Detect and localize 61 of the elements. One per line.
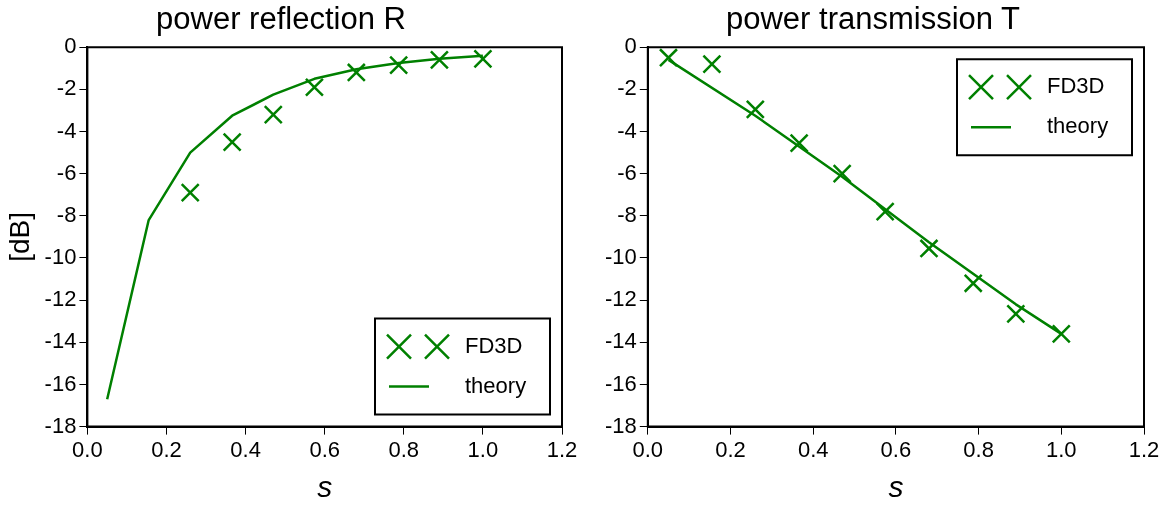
point: [963, 273, 983, 294]
x-tick-label: 0.0: [632, 436, 664, 462]
point: [919, 238, 939, 259]
point: [222, 132, 242, 152]
x-axis-title: s: [888, 470, 904, 504]
point: [745, 99, 766, 120]
y-axis-title: [dB]: [3, 211, 35, 262]
legend-label: theory: [465, 372, 527, 398]
x-tick-label: 0.6: [880, 436, 912, 462]
y-tick-label: -10: [605, 244, 637, 270]
legend-label: FD3D: [1047, 73, 1105, 99]
legend-label: theory: [1047, 113, 1109, 139]
point: [789, 133, 809, 153]
legend-label: FD3D: [465, 332, 523, 358]
point: [429, 50, 450, 70]
point: [180, 182, 200, 203]
y-tick-label: -12: [605, 286, 637, 312]
y-tick-label: -10: [44, 244, 77, 270]
x-tick-label: 1.0: [467, 436, 499, 462]
point: [473, 49, 493, 69]
y-tick-label: -6: [56, 159, 77, 185]
x-tick-label: 1.2: [546, 436, 578, 462]
y-tick-label: -16: [605, 370, 637, 396]
x-tick-label: 0.0: [72, 436, 103, 462]
point: [702, 54, 722, 74]
x-tick-label: 0.8: [388, 436, 420, 462]
x-tick-label: 1.2: [1128, 436, 1160, 462]
point: [1051, 324, 1072, 344]
y-tick-label: -12: [44, 286, 77, 312]
x-tick-label: 0.2: [715, 436, 746, 462]
point: [388, 55, 409, 75]
x-tick-label: 0.4: [230, 436, 261, 462]
x-tick-label: 0.4: [797, 436, 829, 462]
y-tick-label: -2: [56, 75, 77, 101]
y-tick-label: -2: [617, 75, 637, 101]
point: [1006, 304, 1026, 324]
y-tick-label: -8: [56, 201, 77, 227]
x-tick-label: 0.2: [151, 436, 182, 462]
point: [658, 48, 679, 68]
chart-title: power transmission T: [725, 1, 1021, 37]
chart-title: power reflection R: [156, 1, 406, 37]
x-tick-label: 1.0: [1046, 436, 1077, 462]
y-tick-label: -14: [605, 328, 637, 354]
y-tick-label: 0: [624, 33, 637, 59]
point: [832, 163, 852, 184]
point: [875, 201, 895, 222]
y-tick-label: -4: [617, 117, 637, 143]
x-axis-title: s: [317, 470, 333, 504]
x-tick-label: 0.8: [963, 436, 994, 462]
y-tick-label: 0: [64, 33, 77, 59]
y-tick-label: -16: [44, 370, 77, 396]
point: [346, 62, 367, 83]
y-tick-label: -18: [44, 412, 77, 438]
y-tick-label: -4: [56, 117, 77, 143]
point: [263, 104, 284, 125]
point: [304, 77, 325, 97]
y-tick-label: -6: [617, 159, 637, 185]
x-tick-label: 0.6: [309, 436, 340, 462]
y-tick-label: -14: [44, 328, 77, 354]
y-tick-label: -18: [605, 412, 637, 438]
y-tick-label: -8: [617, 201, 637, 227]
